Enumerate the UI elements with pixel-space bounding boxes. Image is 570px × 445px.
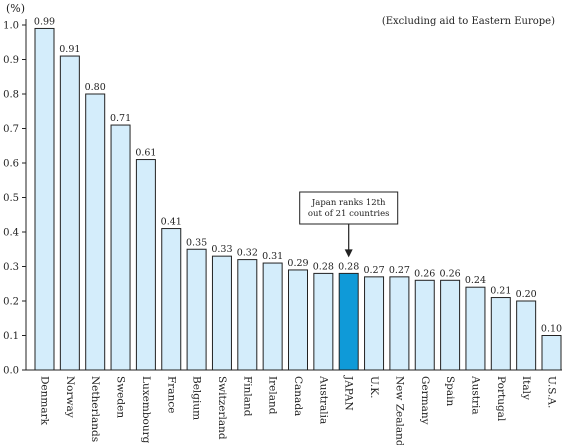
data-label: 0.71 bbox=[110, 113, 131, 124]
data-label: 0.27 bbox=[389, 265, 410, 276]
category-label: Austria bbox=[469, 375, 481, 415]
annotation-arrow-head bbox=[344, 249, 353, 258]
bar-new-zealand bbox=[389, 276, 410, 371]
data-label: 0.31 bbox=[262, 251, 283, 262]
y-tick-label: 0.4 bbox=[3, 228, 19, 239]
y-tick-label: 0.6 bbox=[3, 159, 19, 170]
y-tick-label: 1.0 bbox=[3, 21, 19, 32]
category-label: Belgium bbox=[191, 376, 203, 420]
bar-germany bbox=[414, 279, 435, 371]
y-unit-label: (%) bbox=[6, 2, 25, 15]
bar-ireland bbox=[262, 262, 283, 371]
bar-france bbox=[161, 228, 182, 371]
y-tick-label: 0.1 bbox=[3, 331, 19, 342]
bar-denmark bbox=[34, 27, 55, 371]
y-tick-label: 0.2 bbox=[3, 297, 19, 308]
category-label: Norway bbox=[64, 376, 76, 418]
y-tick-label: 0.7 bbox=[3, 124, 19, 135]
category-label: Ireland bbox=[267, 376, 279, 415]
data-label: 0.80 bbox=[85, 82, 106, 93]
category-label: Portugal bbox=[495, 376, 507, 422]
y-tick-label: 0.3 bbox=[3, 262, 19, 273]
data-label: 0.29 bbox=[287, 258, 308, 269]
data-label: 0.91 bbox=[59, 44, 80, 55]
bar-austria bbox=[465, 286, 486, 371]
data-label: 0.27 bbox=[363, 265, 384, 276]
data-label: 0.10 bbox=[541, 324, 562, 335]
category-label: France bbox=[165, 376, 177, 413]
chart-note: (Excluding aid to Eastern Europe) bbox=[382, 16, 555, 27]
category-label: Germany bbox=[419, 376, 431, 425]
bar-u-s-a bbox=[541, 335, 562, 371]
data-label: 0.32 bbox=[237, 248, 258, 259]
y-tick-label: 0.9 bbox=[3, 55, 19, 66]
category-label: Luxembourg bbox=[140, 376, 152, 444]
bars-group: 0.99 Denmark 0.91 Norway 0.80 Netherlands 0.71… bbox=[26, 16, 562, 445]
data-label: 0.24 bbox=[465, 275, 486, 286]
bar-japan bbox=[338, 272, 359, 371]
category-label: JAPAN bbox=[343, 375, 355, 411]
category-label: Switzerland bbox=[216, 376, 228, 440]
data-label: 0.99 bbox=[34, 16, 55, 27]
bar-netherlands bbox=[85, 93, 106, 371]
bar-belgium bbox=[186, 248, 207, 371]
bar-switzerland bbox=[211, 255, 232, 371]
bar-spain bbox=[440, 279, 461, 371]
bar-u-k bbox=[364, 276, 385, 371]
y-tick-label: 0.0 bbox=[3, 366, 19, 377]
category-label: Sweden bbox=[115, 376, 127, 418]
y-tick-label: 0.5 bbox=[3, 193, 19, 204]
data-label: 0.35 bbox=[186, 237, 207, 248]
annotation-text: out of 21 countries bbox=[308, 209, 390, 219]
bar-canada bbox=[288, 269, 308, 371]
category-label: Italy bbox=[520, 376, 532, 400]
data-label: 0.26 bbox=[440, 268, 461, 279]
data-label: 0.28 bbox=[338, 261, 359, 272]
category-label: Canada bbox=[292, 376, 304, 416]
data-label: 0.61 bbox=[135, 148, 156, 159]
category-label: Finland bbox=[241, 376, 253, 417]
bar-sweden bbox=[110, 124, 131, 371]
y-axis: 0.0 0.1 0.2 0.3 0.4 0.5 0.6 0.7 0.8 0.9 1.0 bbox=[3, 19, 27, 377]
bar-italy bbox=[516, 300, 537, 371]
bar-portugal bbox=[490, 297, 511, 371]
bar-finland bbox=[237, 259, 258, 371]
category-label: Spain bbox=[444, 376, 456, 407]
category-label: U.S.A. bbox=[546, 376, 558, 408]
data-label: 0.26 bbox=[414, 268, 435, 279]
category-label: New Zealand bbox=[393, 376, 405, 445]
bar-australia bbox=[313, 272, 334, 371]
data-label: 0.41 bbox=[161, 217, 182, 228]
bar-norway bbox=[59, 55, 80, 371]
annotation-text: Japan ranks 12th bbox=[311, 198, 386, 208]
bar-luxembourg bbox=[135, 159, 156, 371]
category-label: Australia bbox=[317, 375, 329, 424]
data-label: 0.33 bbox=[211, 244, 232, 255]
category-label: Denmark bbox=[39, 376, 51, 426]
data-label: 0.28 bbox=[313, 261, 334, 272]
y-tick-label: 0.8 bbox=[3, 90, 19, 101]
data-label: 0.21 bbox=[490, 286, 511, 297]
data-label: 0.20 bbox=[516, 289, 537, 300]
category-label: U.K. bbox=[368, 376, 380, 398]
annotation-box bbox=[299, 191, 399, 225]
category-label: Netherlands bbox=[89, 376, 101, 442]
